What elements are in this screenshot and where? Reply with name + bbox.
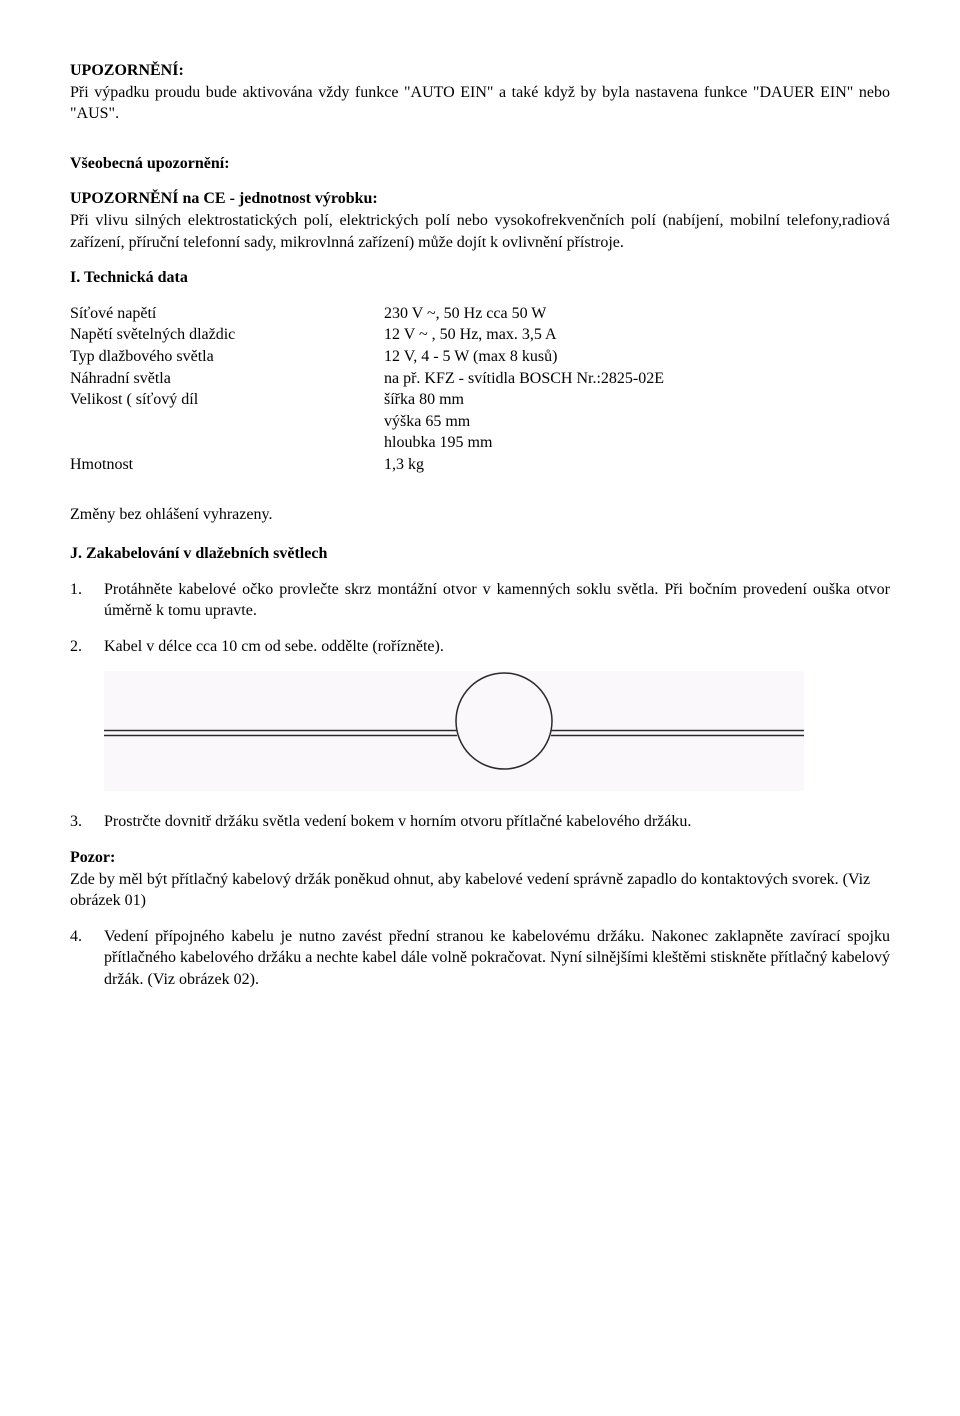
item-text: Prostrčte dovnitř držáku světla vedení b…: [104, 811, 890, 833]
tech-label: Náhradní světla: [70, 368, 380, 390]
section-j-list-cont: 3. Prostrčte dovnitř držáku světla veden…: [70, 811, 890, 990]
tech-value: na př. KFZ - svítidla BOSCH Nr.:2825-02E: [380, 368, 890, 390]
tech-value: 12 V, 4 - 5 W (max 8 kusů): [380, 346, 890, 368]
tech-value: 12 V ~ , 50 Hz, max. 3,5 A: [380, 324, 890, 346]
pozor-block: Pozor: Zde by měl být přítlačný kabelový…: [70, 847, 890, 912]
tech-row: Náhradní světlana př. KFZ - svítidla BOS…: [70, 368, 890, 390]
tech-row: Síťové napětí230 V ~, 50 Hz cca 50 W: [70, 303, 890, 325]
section-j-heading: J. Zakabelování v dlažebních světlech: [70, 543, 890, 565]
list-item: 2. Kabel v délce cca 10 cm od sebe. oddě…: [70, 636, 890, 658]
general-text: Při vlivu silných elektrostatických polí…: [70, 210, 890, 253]
item-number: 3.: [70, 811, 104, 833]
tech-value: 230 V ~, 50 Hz cca 50 W: [380, 303, 890, 325]
tech-value: výška 65 mm: [380, 411, 890, 433]
list-item: Pozor: Zde by měl být přítlačný kabelový…: [70, 847, 890, 912]
tech-label: Napětí světelných dlaždic: [70, 324, 380, 346]
section-j-list: 1. Protáhněte kabelové očko provlečte sk…: [70, 579, 890, 658]
tech-data-table: Síťové napětí230 V ~, 50 Hz cca 50 WNapě…: [70, 303, 890, 476]
tech-label: Síťové napětí: [70, 303, 380, 325]
tech-row: Hmotnost1,3 kg: [70, 454, 890, 476]
warning-text: Při výpadku proudu bude aktivována vždy …: [70, 82, 890, 125]
loop-diagram-svg: [104, 671, 804, 791]
list-item: 1. Protáhněte kabelové očko provlečte sk…: [70, 579, 890, 622]
general-subtitle: UPOZORNĚNÍ na CE - jednotnost výrobku:: [70, 188, 890, 210]
list-item: 3. Prostrčte dovnitř držáku světla veden…: [70, 811, 890, 833]
item-text: Vedení přípojného kabelu je nutno zavést…: [104, 926, 890, 991]
pozor-text: Zde by měl být přítlačný kabelový držák …: [70, 871, 870, 910]
tech-row: Napětí světelných dlaždic12 V ~ , 50 Hz,…: [70, 324, 890, 346]
tech-value: šířka 80 mm: [380, 389, 890, 411]
section-i-heading: I. Technická data: [70, 267, 890, 289]
item-number: 2.: [70, 636, 104, 658]
item-text: Kabel v délce cca 10 cm od sebe. oddělte…: [104, 636, 890, 658]
tech-label: Velikost ( síťový díl: [70, 389, 380, 411]
tech-row: Typ dlažbového světla12 V, 4 - 5 W (max …: [70, 346, 890, 368]
pozor-title: Pozor:: [70, 849, 115, 866]
list-item: 4. Vedení přípojného kabelu je nutno zav…: [70, 926, 890, 991]
tech-row: hloubka 195 mm: [70, 432, 890, 454]
tech-label: Hmotnost: [70, 454, 380, 476]
tech-label: [70, 411, 380, 433]
changes-note: Změny bez ohlášení vyhrazeny.: [70, 504, 890, 526]
tech-value: hloubka 195 mm: [380, 432, 890, 454]
general-title: Všeobecná upozornění:: [70, 153, 890, 175]
item-number: 1.: [70, 579, 104, 622]
tech-row: výška 65 mm: [70, 411, 890, 433]
item-text: Protáhněte kabelové očko provlečte skrz …: [104, 579, 890, 622]
tech-value: 1,3 kg: [380, 454, 890, 476]
warning-title: UPOZORNĚNÍ:: [70, 60, 890, 82]
tech-label: Typ dlažbového světla: [70, 346, 380, 368]
item-number: 4.: [70, 926, 104, 991]
cable-loop-diagram: [104, 671, 890, 791]
tech-row: Velikost ( síťový dílšířka 80 mm: [70, 389, 890, 411]
tech-label: [70, 432, 380, 454]
